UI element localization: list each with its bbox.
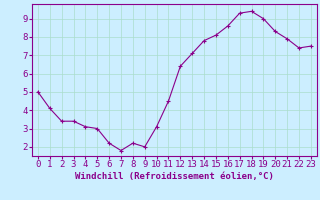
X-axis label: Windchill (Refroidissement éolien,°C): Windchill (Refroidissement éolien,°C) [75,172,274,181]
